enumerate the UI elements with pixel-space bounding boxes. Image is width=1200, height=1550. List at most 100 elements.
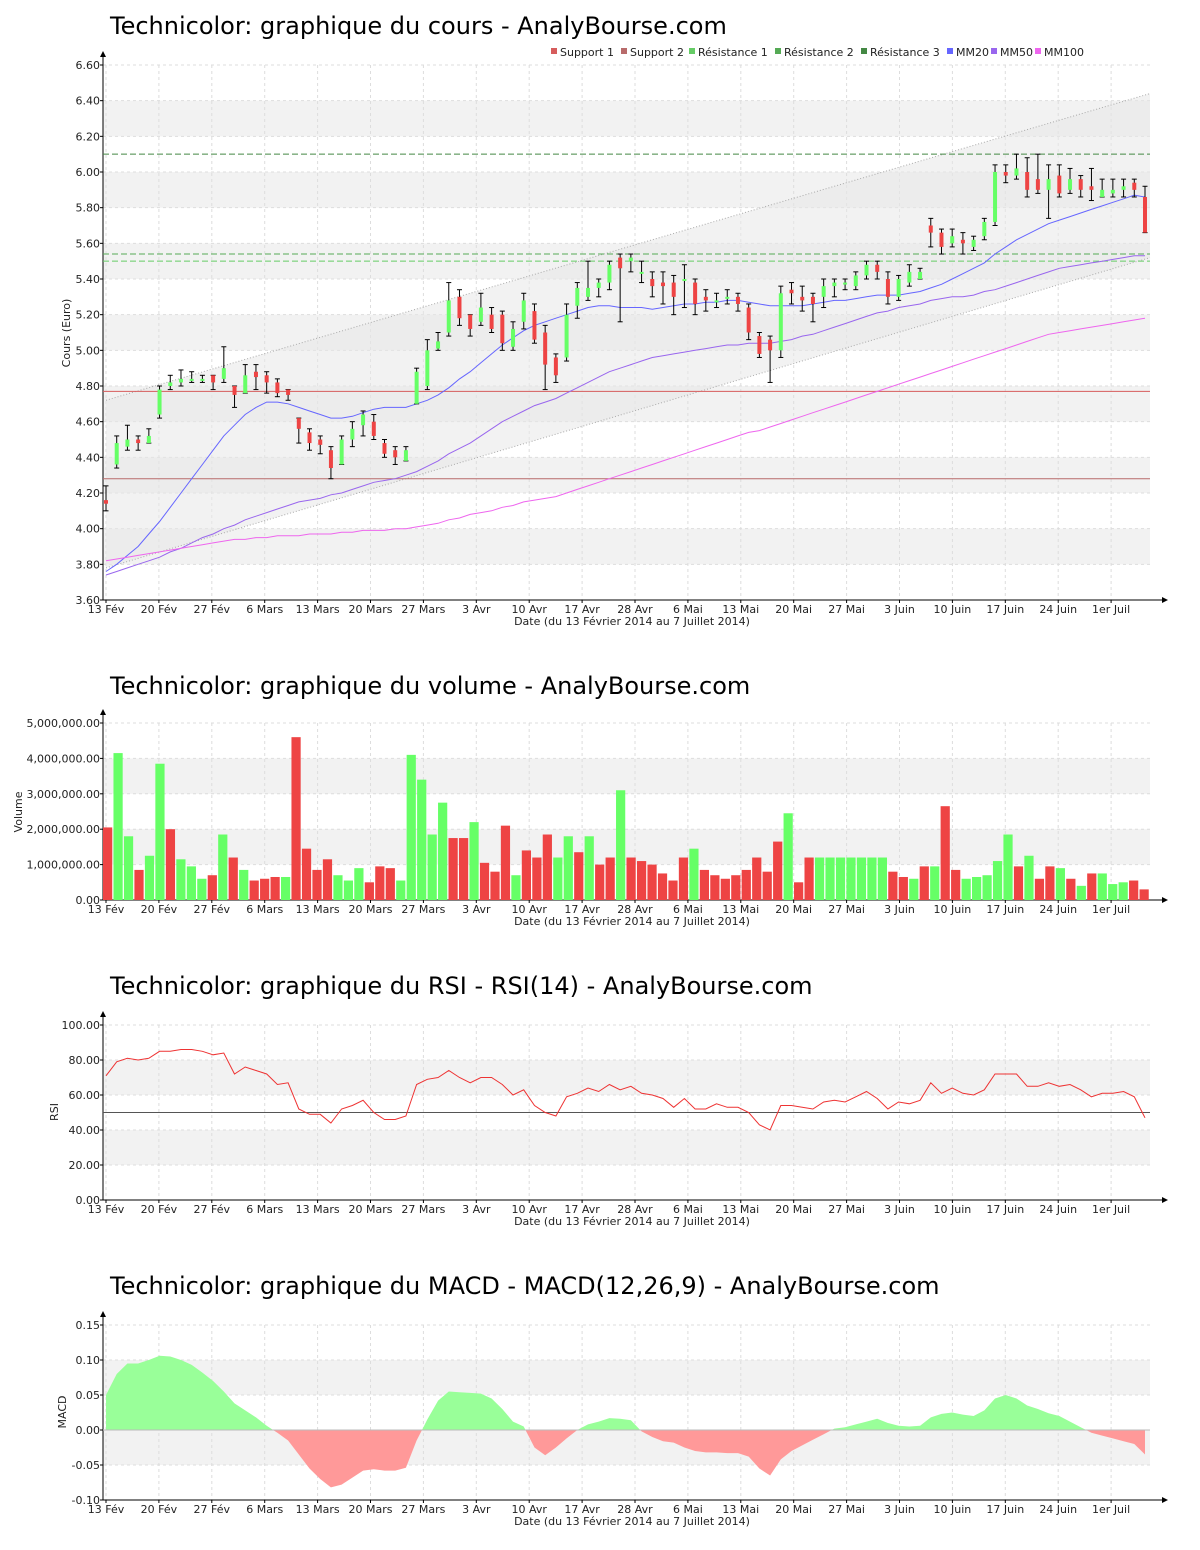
price-xtick-label: 3 Juin — [884, 603, 915, 616]
legend-swatch — [621, 48, 627, 54]
candle-body — [361, 414, 366, 426]
price-candle — [660, 271, 666, 305]
candle-body — [146, 435, 151, 444]
price-candle — [692, 278, 698, 316]
price-ytick-label: 5.20 — [76, 309, 101, 322]
macd-xtick-label: 20 Fév — [141, 1503, 178, 1516]
volume-bar — [919, 866, 929, 900]
macd-xtick-label: 28 Avr — [617, 1503, 653, 1516]
candle-body — [414, 371, 419, 404]
candle-body — [489, 314, 494, 329]
price-candle — [1013, 153, 1019, 180]
volume-bar — [113, 753, 123, 900]
volume-bar — [752, 857, 762, 900]
volume-bar — [1066, 878, 1076, 900]
volume-bar — [814, 857, 825, 900]
candle-body — [114, 443, 119, 465]
volume-xtick-label: 28 Avr — [617, 903, 653, 916]
macd-xtick-label: 3 Juin — [884, 1503, 915, 1516]
volume-bar — [668, 880, 678, 900]
mm20-line — [105, 194, 1146, 572]
rsi-xtick-label: 24 Juin — [1039, 1203, 1077, 1216]
price-candle — [317, 435, 323, 455]
candle-body — [628, 257, 633, 262]
volume-bar — [396, 880, 406, 900]
macd-band — [103, 1430, 1150, 1465]
candle-body — [800, 296, 805, 301]
candle-body — [960, 239, 965, 244]
legend-label: MM20 — [956, 46, 989, 59]
rsi-xtick-label: 13 Fév — [88, 1203, 125, 1216]
macd-ytick-label: -0.10 — [72, 1494, 100, 1507]
price-candle — [981, 217, 987, 241]
macd-ytick-label: 0.15 — [76, 1319, 101, 1332]
volume-bar — [270, 876, 280, 900]
volume-bar — [909, 878, 919, 900]
price-chart: Technicolor: graphique du cours - AnalyB… — [60, 12, 1168, 628]
price-ytick-label: 6.20 — [76, 130, 101, 143]
volume-bar — [144, 855, 155, 900]
volume-bar — [1003, 834, 1013, 900]
volume-bar — [1024, 855, 1034, 900]
price-candle — [189, 371, 195, 383]
price-xtick-label: 13 Mai — [722, 603, 759, 616]
rsi-plot: 0.00 20.00 40.00 60.00 80.00 100.00 13 Fév 20 F… — [62, 1011, 1168, 1216]
candle-body — [982, 221, 987, 237]
volume-xtick-label: 13 Fév — [88, 903, 125, 916]
price-candle — [799, 285, 805, 312]
volume-bar — [186, 866, 196, 900]
price-xtick-label: 20 Fév — [141, 603, 178, 616]
volume-bar — [1034, 878, 1045, 900]
candle-body — [1089, 186, 1094, 190]
price-candle — [617, 253, 623, 323]
candle-body — [382, 443, 387, 454]
candle-body — [543, 332, 548, 365]
candle-body — [425, 350, 430, 386]
candle-body — [853, 275, 858, 287]
volume-bar — [720, 878, 730, 900]
volume-bar — [553, 857, 563, 900]
price-candle — [896, 274, 902, 301]
macd-plot: -0.10 -0.05 0.00 0.05 0.10 0.15 13 Fév 20 Fév 27… — [72, 1311, 1168, 1516]
legend-swatch — [689, 48, 695, 54]
price-ytick-label: 6.60 — [76, 59, 101, 72]
price-candle — [124, 424, 130, 451]
rsi-band — [103, 1130, 1150, 1165]
volume-bar — [961, 878, 971, 900]
price-candle — [210, 374, 216, 391]
price-xtick-label: 27 Fév — [194, 603, 231, 616]
price-candle — [553, 353, 559, 383]
candle-body — [650, 279, 655, 287]
volume-bar — [877, 857, 887, 900]
macd-area-negative — [525, 1430, 578, 1456]
price-candle — [831, 278, 837, 298]
price-trend-upper — [105, 93, 1151, 401]
rsi-xlabel: Date (du 13 Février 2014 au 7 Juillet 20… — [514, 1215, 750, 1228]
candle-body — [511, 328, 516, 347]
price-ylabel: Cours (Euro) — [60, 299, 73, 368]
rsi-line — [105, 1049, 1146, 1131]
candle-body — [253, 371, 258, 378]
volume-bar — [176, 859, 186, 900]
volume-xtick-label: 27 Mars — [401, 903, 445, 916]
price-ytick-label: 6.00 — [76, 166, 101, 179]
volume-bar — [804, 857, 814, 900]
volume-bar — [375, 866, 385, 900]
price-candle — [767, 335, 773, 383]
volume-xtick-label: 24 Juin — [1039, 903, 1077, 916]
price-candle — [424, 339, 430, 391]
candle-body — [275, 382, 280, 394]
candle-body — [521, 300, 526, 322]
price-candle — [264, 371, 270, 394]
candle-body — [307, 432, 312, 444]
macd-xtick-label: 6 Mars — [246, 1503, 283, 1516]
price-candle — [1067, 167, 1073, 194]
mm100-line — [105, 317, 1146, 562]
price-xtick-label: 28 Avr — [617, 603, 653, 616]
candle-body — [553, 357, 558, 376]
volume-bar — [364, 882, 374, 900]
volume-bar — [1076, 885, 1086, 900]
candle-body — [746, 307, 751, 333]
price-ytick-label: 3.60 — [76, 594, 101, 607]
price-candle — [349, 421, 355, 448]
